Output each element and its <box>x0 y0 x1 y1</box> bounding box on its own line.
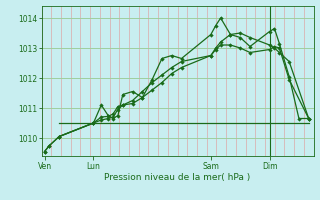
X-axis label: Pression niveau de la mer( hPa ): Pression niveau de la mer( hPa ) <box>104 173 251 182</box>
